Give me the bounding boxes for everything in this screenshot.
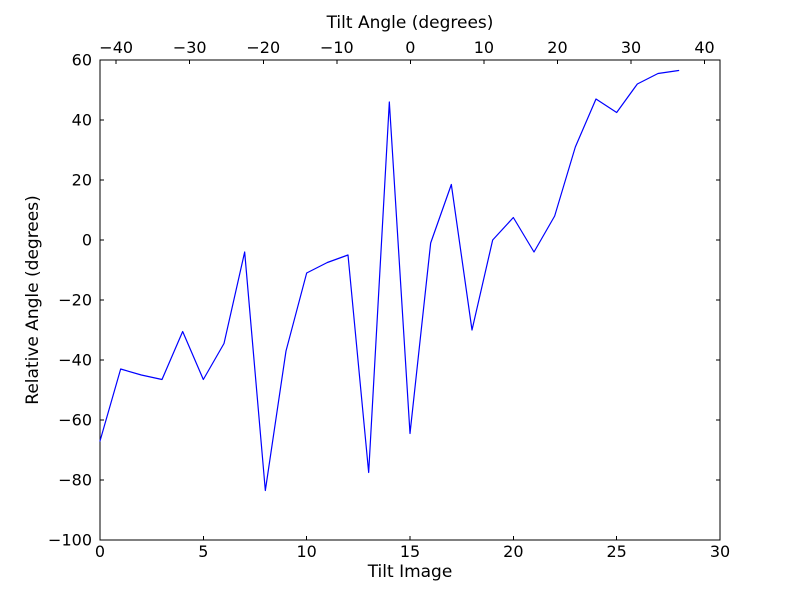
bottom-tick-label: 5 <box>198 542 208 561</box>
left-tick-label: 20 <box>72 171 92 190</box>
top-tick-label: −40 <box>99 38 133 57</box>
left-tick-label: −60 <box>58 411 92 430</box>
left-axis-title: Relative Angle (degrees) <box>22 195 43 405</box>
plot-border <box>99 59 721 541</box>
top-tick-label: −10 <box>320 38 354 57</box>
top-tick-label: 30 <box>621 38 641 57</box>
top-tick-label: 40 <box>694 38 714 57</box>
top-axis-title: Tilt Angle (degrees) <box>326 13 494 33</box>
left-tick-label: 40 <box>72 111 92 130</box>
bottom-axis-title: Tilt Image <box>367 562 453 582</box>
left-tick-label: −100 <box>48 531 92 550</box>
left-tick-label: 60 <box>72 51 92 70</box>
bottom-tick-label: 25 <box>606 542 626 561</box>
top-tick-label: 10 <box>474 38 494 57</box>
bottom-tick-label: 10 <box>296 542 316 561</box>
bottom-tick-label: 20 <box>503 542 523 561</box>
left-tick-label: −40 <box>58 351 92 370</box>
top-tick-label: 20 <box>547 38 567 57</box>
top-tick-label: −30 <box>173 38 207 57</box>
left-tick-label: 0 <box>82 231 92 250</box>
left-tick-label: −80 <box>58 471 92 490</box>
left-tick-label: −20 <box>58 291 92 310</box>
bottom-tick-label: 30 <box>710 542 730 561</box>
bottom-tick-label: 0 <box>95 542 105 561</box>
series-line-relative-angle <box>99 69 680 492</box>
top-tick-label: 0 <box>405 38 415 57</box>
top-tick-label: −20 <box>246 38 280 57</box>
bottom-tick-label: 15 <box>400 542 420 561</box>
